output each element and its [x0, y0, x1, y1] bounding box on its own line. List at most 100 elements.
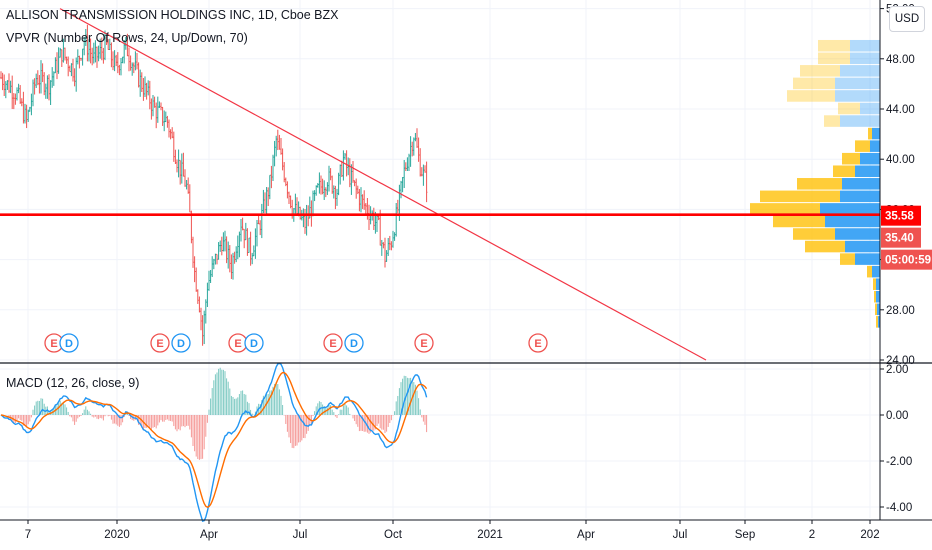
event-label: D	[250, 338, 258, 350]
event-label: E	[420, 338, 427, 350]
vp-down-bar	[873, 278, 876, 290]
price-tick-label: 44.00	[886, 104, 915, 116]
event-label: E	[329, 338, 336, 350]
vp-down-bar	[787, 90, 835, 102]
event-label: D	[350, 338, 358, 350]
macd-histogram	[8, 367, 428, 460]
time-tick-label: Apr	[200, 529, 218, 541]
vp-up-bar	[825, 215, 880, 228]
time-tick-label: 2020	[104, 529, 130, 541]
countdown-tag	[881, 249, 932, 270]
vp-down-bar	[773, 215, 825, 228]
earnings-marker	[528, 333, 548, 353]
time-tick-label: Sep	[735, 529, 755, 541]
price-tick-label: 40.00	[886, 154, 915, 166]
vp-up-bar	[835, 228, 880, 240]
last-price-tag	[881, 205, 921, 226]
vp-down-bar	[868, 127, 872, 140]
event-label: E	[234, 338, 241, 350]
vp-up-bar	[877, 303, 880, 316]
price-tick-label: 24.00	[886, 355, 915, 367]
vp-up-bar	[835, 90, 880, 102]
time-tick-label: Jul	[293, 529, 308, 541]
countdown-tag-text: 05:00:59	[885, 255, 931, 267]
vp-down-bar	[842, 152, 860, 165]
macd-line	[0, 362, 428, 522]
earnings-marker	[323, 333, 343, 353]
time-tick-label: 202	[860, 529, 879, 541]
vp-up-bar	[878, 316, 880, 328]
vpvr-histogram	[750, 39, 880, 328]
vp-down-bar	[818, 39, 850, 52]
price-tick-label: 48.00	[886, 54, 915, 66]
vp-up-bar	[876, 290, 880, 303]
vp-down-bar	[838, 102, 860, 115]
vp-down-bar	[824, 115, 840, 127]
time-tick-label: 2021	[477, 529, 503, 541]
macd-tick-label: -4.00	[886, 502, 912, 514]
time-tick-label: Oct	[384, 529, 403, 541]
dividend-marker	[59, 333, 79, 353]
vp-down-bar	[874, 290, 876, 303]
event-label: E	[50, 338, 57, 350]
dividend-marker	[244, 333, 264, 353]
dividend-marker	[171, 333, 191, 353]
event-label: E	[534, 338, 541, 350]
macd-tick-label: -2.00	[886, 456, 912, 468]
vp-up-bar	[870, 140, 880, 152]
vp-down-bar	[855, 140, 870, 152]
candles	[0, 24, 428, 346]
vp-down-bar	[793, 228, 835, 240]
event-label: D	[177, 338, 185, 350]
vp-down-bar	[797, 178, 842, 190]
time-tick-label: 2	[809, 529, 815, 541]
macd-tick-label: 0.00	[886, 410, 908, 422]
currency-button[interactable]: USD	[889, 6, 925, 32]
vp-down-bar	[840, 253, 855, 265]
event-label: D	[65, 338, 73, 350]
macd-tick-label: 2.00	[886, 364, 908, 376]
signal-line	[0, 371, 428, 508]
vp-up-bar	[850, 52, 880, 65]
vp-up-bar	[850, 39, 880, 52]
vp-up-bar	[840, 115, 880, 127]
vp-down-bar	[760, 190, 840, 203]
vp-down-bar	[750, 203, 820, 215]
macd-legend[interactable]: MACD (12, 26, close, 9)	[6, 376, 140, 390]
vp-down-bar	[800, 65, 840, 77]
trendline	[59, 8, 707, 361]
grid	[0, 0, 880, 518]
vp-up-bar	[835, 77, 880, 90]
time-tick-label: Jul	[673, 529, 688, 541]
vp-up-bar	[860, 102, 880, 115]
vp-up-bar	[872, 265, 880, 278]
time-tick-label: Apr	[577, 529, 595, 541]
time-tick-label: 7	[25, 529, 31, 541]
macd-lines	[0, 362, 428, 522]
earnings-marker	[414, 333, 434, 353]
vp-up-bar	[860, 152, 880, 165]
event-label: E	[156, 338, 163, 350]
vp-up-bar	[855, 165, 880, 178]
vp-down-bar	[818, 52, 850, 65]
drawings	[0, 8, 880, 361]
vp-up-bar	[855, 253, 880, 265]
vp-down-bar	[876, 316, 878, 328]
vp-down-bar	[875, 303, 877, 316]
symbol-title[interactable]: ALLISON TRANSMISSION HOLDINGS INC, 1D, C…	[6, 8, 339, 22]
last-price-tag-text: 35.58	[885, 211, 914, 223]
price-tick-label: 28.00	[886, 305, 915, 317]
vp-down-bar	[805, 240, 845, 253]
earnings-marker	[150, 333, 170, 353]
line-price-tag-text: 35.40	[885, 233, 914, 245]
dividend-marker	[344, 333, 364, 353]
vp-up-bar	[840, 190, 880, 203]
vpvr-legend[interactable]: VPVR (Number Of Rows, 24, Up/Down, 70)	[6, 31, 248, 45]
vp-up-bar	[842, 178, 880, 190]
vp-up-bar	[845, 240, 880, 253]
vp-down-bar	[793, 77, 835, 90]
vp-up-bar	[872, 127, 880, 140]
line-price-tag	[881, 227, 921, 248]
